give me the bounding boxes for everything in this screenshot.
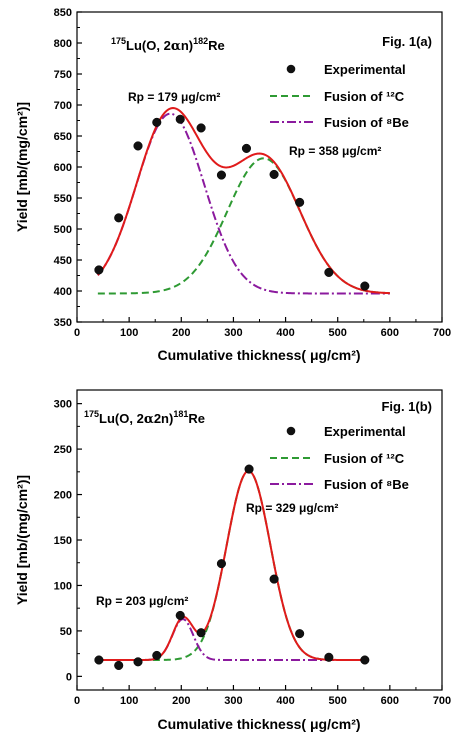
y-tick-label-b: 250 [54, 444, 72, 456]
experimental-point-a [114, 213, 124, 223]
rp-annotation-1-b: Rp = 203 μg/cm² [96, 594, 188, 608]
x-axis-title-a: Cumulative thickness( μg/cm²) [157, 347, 360, 363]
experimental-point-a [152, 117, 162, 127]
y-tick-label-a: 350 [54, 317, 72, 329]
x-tick-label-a: 600 [381, 327, 399, 339]
x-tick-label-a: 500 [329, 327, 347, 339]
x-tick-label-b: 600 [381, 695, 399, 707]
x-tick-label-b: 300 [224, 695, 242, 707]
rp-annotation-2-b: Rp = 329 μg/cm² [246, 501, 338, 515]
y-tick-label-a: 850 [54, 7, 72, 19]
x-tick-label-b: 500 [329, 695, 347, 707]
experimental-point-a [94, 265, 104, 275]
x-tick-label-a: 300 [224, 327, 242, 339]
legend-a: Experimental Fusion of ¹²C Fusion of ⁸Be [270, 62, 409, 130]
x-tick-label-b: 200 [172, 695, 190, 707]
experimental-point-a [216, 170, 226, 180]
reaction-label-b: 175Lu(O, 2α2n)181Re [84, 409, 205, 427]
y-tick-label-a: 750 [54, 69, 72, 81]
x-tick-label-a: 0 [74, 327, 80, 339]
panel-b: 0 100 200 300 400 500 600 700 0 50 100 150 200 250 300… [14, 389, 452, 732]
fusion-be8-curve-b [97, 618, 366, 661]
experimental-point-b [269, 574, 279, 584]
experimental-point-a [295, 197, 305, 207]
y-tick-label-b: 300 [54, 399, 72, 411]
experimental-point-a [360, 281, 370, 291]
experimental-point-b [295, 629, 305, 639]
total-fit-curve-a [97, 107, 390, 295]
y-axis-title-b: Yield [mb/(mg/cm²)] [14, 475, 30, 605]
experimental-point-a [269, 169, 279, 179]
x-tick-label-b: 700 [433, 695, 451, 707]
y-tick-label-b: 200 [54, 490, 72, 502]
experimental-point-b [175, 610, 185, 621]
legend-marker-experimental-b [286, 426, 296, 436]
fusion-c12-curve-b [97, 469, 366, 661]
fusion-be8-curve-a [97, 112, 390, 295]
y-tick-label-a: 550 [54, 193, 72, 205]
legend-label-experimental-a: Experimental [324, 62, 406, 77]
legend-label-c12-b: Fusion of ¹²C [324, 451, 405, 466]
experimental-point-b [324, 652, 334, 662]
fusion-c12-curve-a [97, 157, 390, 295]
ticks-b: 0 100 200 300 400 500 600 700 0 50 100 150 200 250 300 [54, 399, 452, 707]
y-tick-label-a: 600 [54, 162, 72, 174]
x-tick-label-b: 0 [74, 695, 80, 707]
x-tick-label-a: 400 [276, 327, 294, 339]
x-tick-label-b: 400 [276, 695, 294, 707]
curves-b [97, 469, 366, 661]
total-fit-curve-b [97, 469, 366, 661]
reaction-label-a: 175Lu(O, 2αn)182Re [111, 36, 225, 54]
experimental-point-b [360, 655, 370, 665]
y-tick-label-a: 700 [54, 100, 72, 112]
experimental-point-a [196, 123, 206, 133]
legend-label-c12-a: Fusion of ¹²C [324, 89, 405, 104]
legend-label-be8-a: Fusion of ⁸Be [324, 115, 409, 130]
y-tick-label-a: 650 [54, 131, 72, 143]
experimental-point-b [152, 650, 162, 661]
y-tick-label-a: 800 [54, 38, 72, 50]
x-tick-label-b: 100 [120, 695, 138, 707]
y-tick-label-b: 100 [54, 580, 72, 592]
experimental-point-a [324, 267, 334, 277]
fig-label-a: Fig. 1(a) [382, 34, 432, 49]
experimental-point-b [114, 660, 124, 671]
x-axis-title-b: Cumulative thickness( μg/cm²) [157, 716, 360, 732]
y-tick-label-b: 0 [66, 671, 72, 683]
rp-annotation-2-a: Rp = 358 μg/cm² [289, 144, 381, 158]
experimental-point-b [94, 655, 104, 665]
points-b [94, 464, 370, 671]
legend-marker-experimental-a [286, 64, 296, 74]
x-tick-label-a: 700 [433, 327, 451, 339]
fig-label-b: Fig. 1(b) [381, 399, 432, 414]
curves-a [97, 107, 390, 295]
y-tick-label-a: 500 [54, 224, 72, 236]
plot-frame-a [76, 11, 443, 323]
ticks-a: 0 100 200 300 400 500 600 700 350 400 450 500 550 600… [54, 7, 452, 339]
legend-b: Experimental Fusion of ¹²C Fusion of ⁸Be [270, 424, 409, 492]
experimental-point-a [175, 114, 185, 124]
y-axis-title-a: Yield [mb/(mg/cm²)] [14, 102, 30, 232]
y-tick-label-b: 150 [54, 535, 72, 547]
y-tick-label-a: 400 [54, 286, 72, 298]
experimental-point-a [133, 141, 143, 151]
x-tick-label-a: 200 [172, 327, 190, 339]
legend-label-be8-b: Fusion of ⁸Be [324, 477, 409, 492]
experimental-point-b [216, 559, 226, 569]
legend-label-experimental-b: Experimental [324, 424, 406, 439]
x-tick-label-a: 100 [120, 327, 138, 339]
y-tick-label-b: 50 [60, 626, 72, 638]
rp-annotation-1-a: Rp = 179 μg/cm² [128, 90, 220, 104]
experimental-point-b [244, 464, 254, 474]
experimental-point-b [133, 657, 143, 667]
experimental-point-a [241, 143, 252, 153]
y-tick-label-a: 450 [54, 255, 72, 267]
panel-a: 0 100 200 300 400 500 600 700 350 400 450 500 550 600… [14, 7, 451, 363]
points-a [94, 114, 370, 291]
experimental-point-b [196, 628, 206, 638]
